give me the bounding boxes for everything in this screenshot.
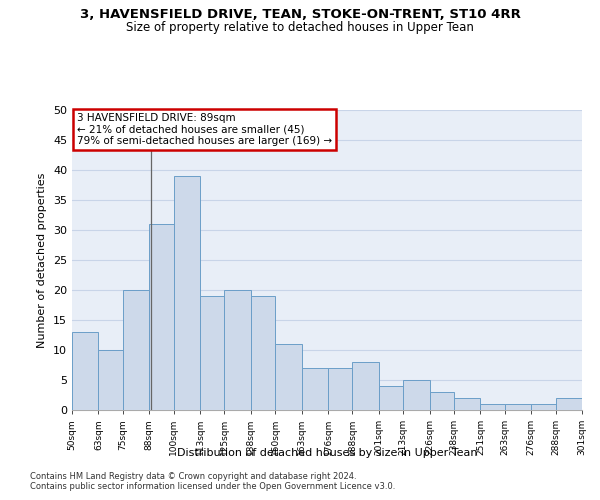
Bar <box>275 344 302 410</box>
Bar <box>531 404 556 410</box>
Bar <box>454 398 481 410</box>
Bar <box>352 362 379 410</box>
Bar <box>123 290 149 410</box>
Bar <box>505 404 531 410</box>
Bar <box>481 404 505 410</box>
Bar <box>224 290 251 410</box>
Bar <box>72 332 98 410</box>
Bar <box>379 386 403 410</box>
Bar <box>98 350 123 410</box>
Bar <box>200 296 224 410</box>
Text: Size of property relative to detached houses in Upper Tean: Size of property relative to detached ho… <box>126 21 474 34</box>
Text: Contains public sector information licensed under the Open Government Licence v3: Contains public sector information licen… <box>30 482 395 491</box>
Text: 3, HAVENSFIELD DRIVE, TEAN, STOKE-ON-TRENT, ST10 4RR: 3, HAVENSFIELD DRIVE, TEAN, STOKE-ON-TRE… <box>80 8 520 20</box>
Bar <box>403 380 430 410</box>
Bar <box>302 368 328 410</box>
Bar <box>251 296 275 410</box>
Bar <box>173 176 200 410</box>
Bar <box>328 368 352 410</box>
Bar <box>556 398 582 410</box>
Bar <box>430 392 454 410</box>
Y-axis label: Number of detached properties: Number of detached properties <box>37 172 47 348</box>
Text: Distribution of detached houses by size in Upper Tean: Distribution of detached houses by size … <box>177 448 477 458</box>
Text: Contains HM Land Registry data © Crown copyright and database right 2024.: Contains HM Land Registry data © Crown c… <box>30 472 356 481</box>
Text: 3 HAVENSFIELD DRIVE: 89sqm
← 21% of detached houses are smaller (45)
79% of semi: 3 HAVENSFIELD DRIVE: 89sqm ← 21% of deta… <box>77 113 332 146</box>
Bar <box>149 224 173 410</box>
